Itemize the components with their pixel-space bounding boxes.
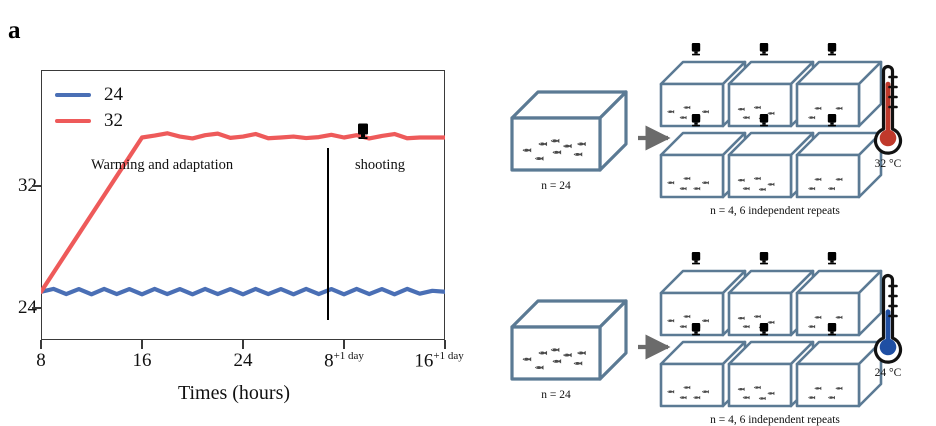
camera-icon	[691, 43, 701, 56]
x-tick-mark-3	[343, 340, 345, 349]
panel-a-label: a	[8, 17, 21, 44]
series-line-32	[41, 131, 445, 294]
legend-swatch-32	[55, 118, 91, 124]
fish-tank	[510, 299, 628, 381]
series-line-24	[41, 286, 445, 297]
fish-tank	[510, 90, 628, 172]
fish-tank	[795, 340, 883, 408]
x-tick-label-4: 16+1 day	[414, 350, 464, 372]
source-tank-caption-0: n = 24	[541, 180, 571, 192]
camera-icon	[827, 43, 837, 56]
replicate-caption-0: n = 4, 6 independent repeats	[710, 205, 840, 217]
camera-icon	[827, 252, 837, 265]
thermometer-icon	[873, 273, 903, 364]
camera-icon	[691, 323, 701, 336]
y-tick-mark-24	[32, 307, 41, 309]
camera-icon	[358, 123, 368, 139]
x-tick-label-2: 24	[233, 350, 253, 371]
legend-label-24: 24	[104, 84, 123, 105]
panel-a-chart: a 24 32 Warming and adaptation shooting …	[8, 17, 464, 404]
source-tank-caption-1: n = 24	[541, 389, 571, 401]
camera-icon	[759, 323, 769, 336]
x-tick-mark-4	[444, 340, 446, 349]
camera-icon	[827, 323, 837, 336]
y-tick-mark-32	[32, 185, 41, 187]
annotation-shooting: shooting	[355, 157, 405, 173]
camera-icon	[759, 252, 769, 265]
legend-label-32: 32	[104, 110, 123, 131]
thermometer-label-1: 24 °C	[874, 367, 902, 379]
fish-tank	[795, 269, 883, 337]
x-axis-title: Times (hours)	[177, 382, 291, 404]
camera-icon	[759, 114, 769, 127]
x-tick-label-1: 16	[132, 350, 152, 371]
experiment-diagram	[510, 43, 903, 408]
y-tick-label-24: 24	[18, 297, 37, 318]
legend-item-24: 24	[55, 82, 123, 108]
legend-item-32: 32	[55, 108, 123, 134]
temperature-line-plot	[41, 131, 445, 297]
camera-icon	[827, 114, 837, 127]
thermometer-icon	[873, 64, 903, 155]
legend-swatch-24	[55, 92, 91, 98]
camera-icon	[691, 252, 701, 265]
phase-divider-line	[327, 148, 329, 320]
fish-tank	[727, 131, 815, 199]
thermometer-label-0: 32 °C	[874, 158, 902, 170]
x-tick-label-0: 8	[36, 350, 46, 371]
fish-tank	[795, 131, 883, 199]
camera-icon	[691, 114, 701, 127]
camera-icon	[759, 43, 769, 56]
x-tick-label-3: 8+1 day	[324, 350, 364, 372]
x-tick-mark-2	[242, 340, 244, 349]
y-tick-label-32: 32	[18, 175, 37, 196]
x-tick-mark-1	[141, 340, 143, 349]
fish-tank	[795, 60, 883, 128]
replicate-caption-1: n = 4, 6 independent repeats	[710, 414, 840, 426]
x-tick-mark-0	[40, 340, 42, 349]
annotation-warming: Warming and adaptation	[91, 157, 234, 173]
chart-legend: 24 32	[55, 82, 123, 134]
